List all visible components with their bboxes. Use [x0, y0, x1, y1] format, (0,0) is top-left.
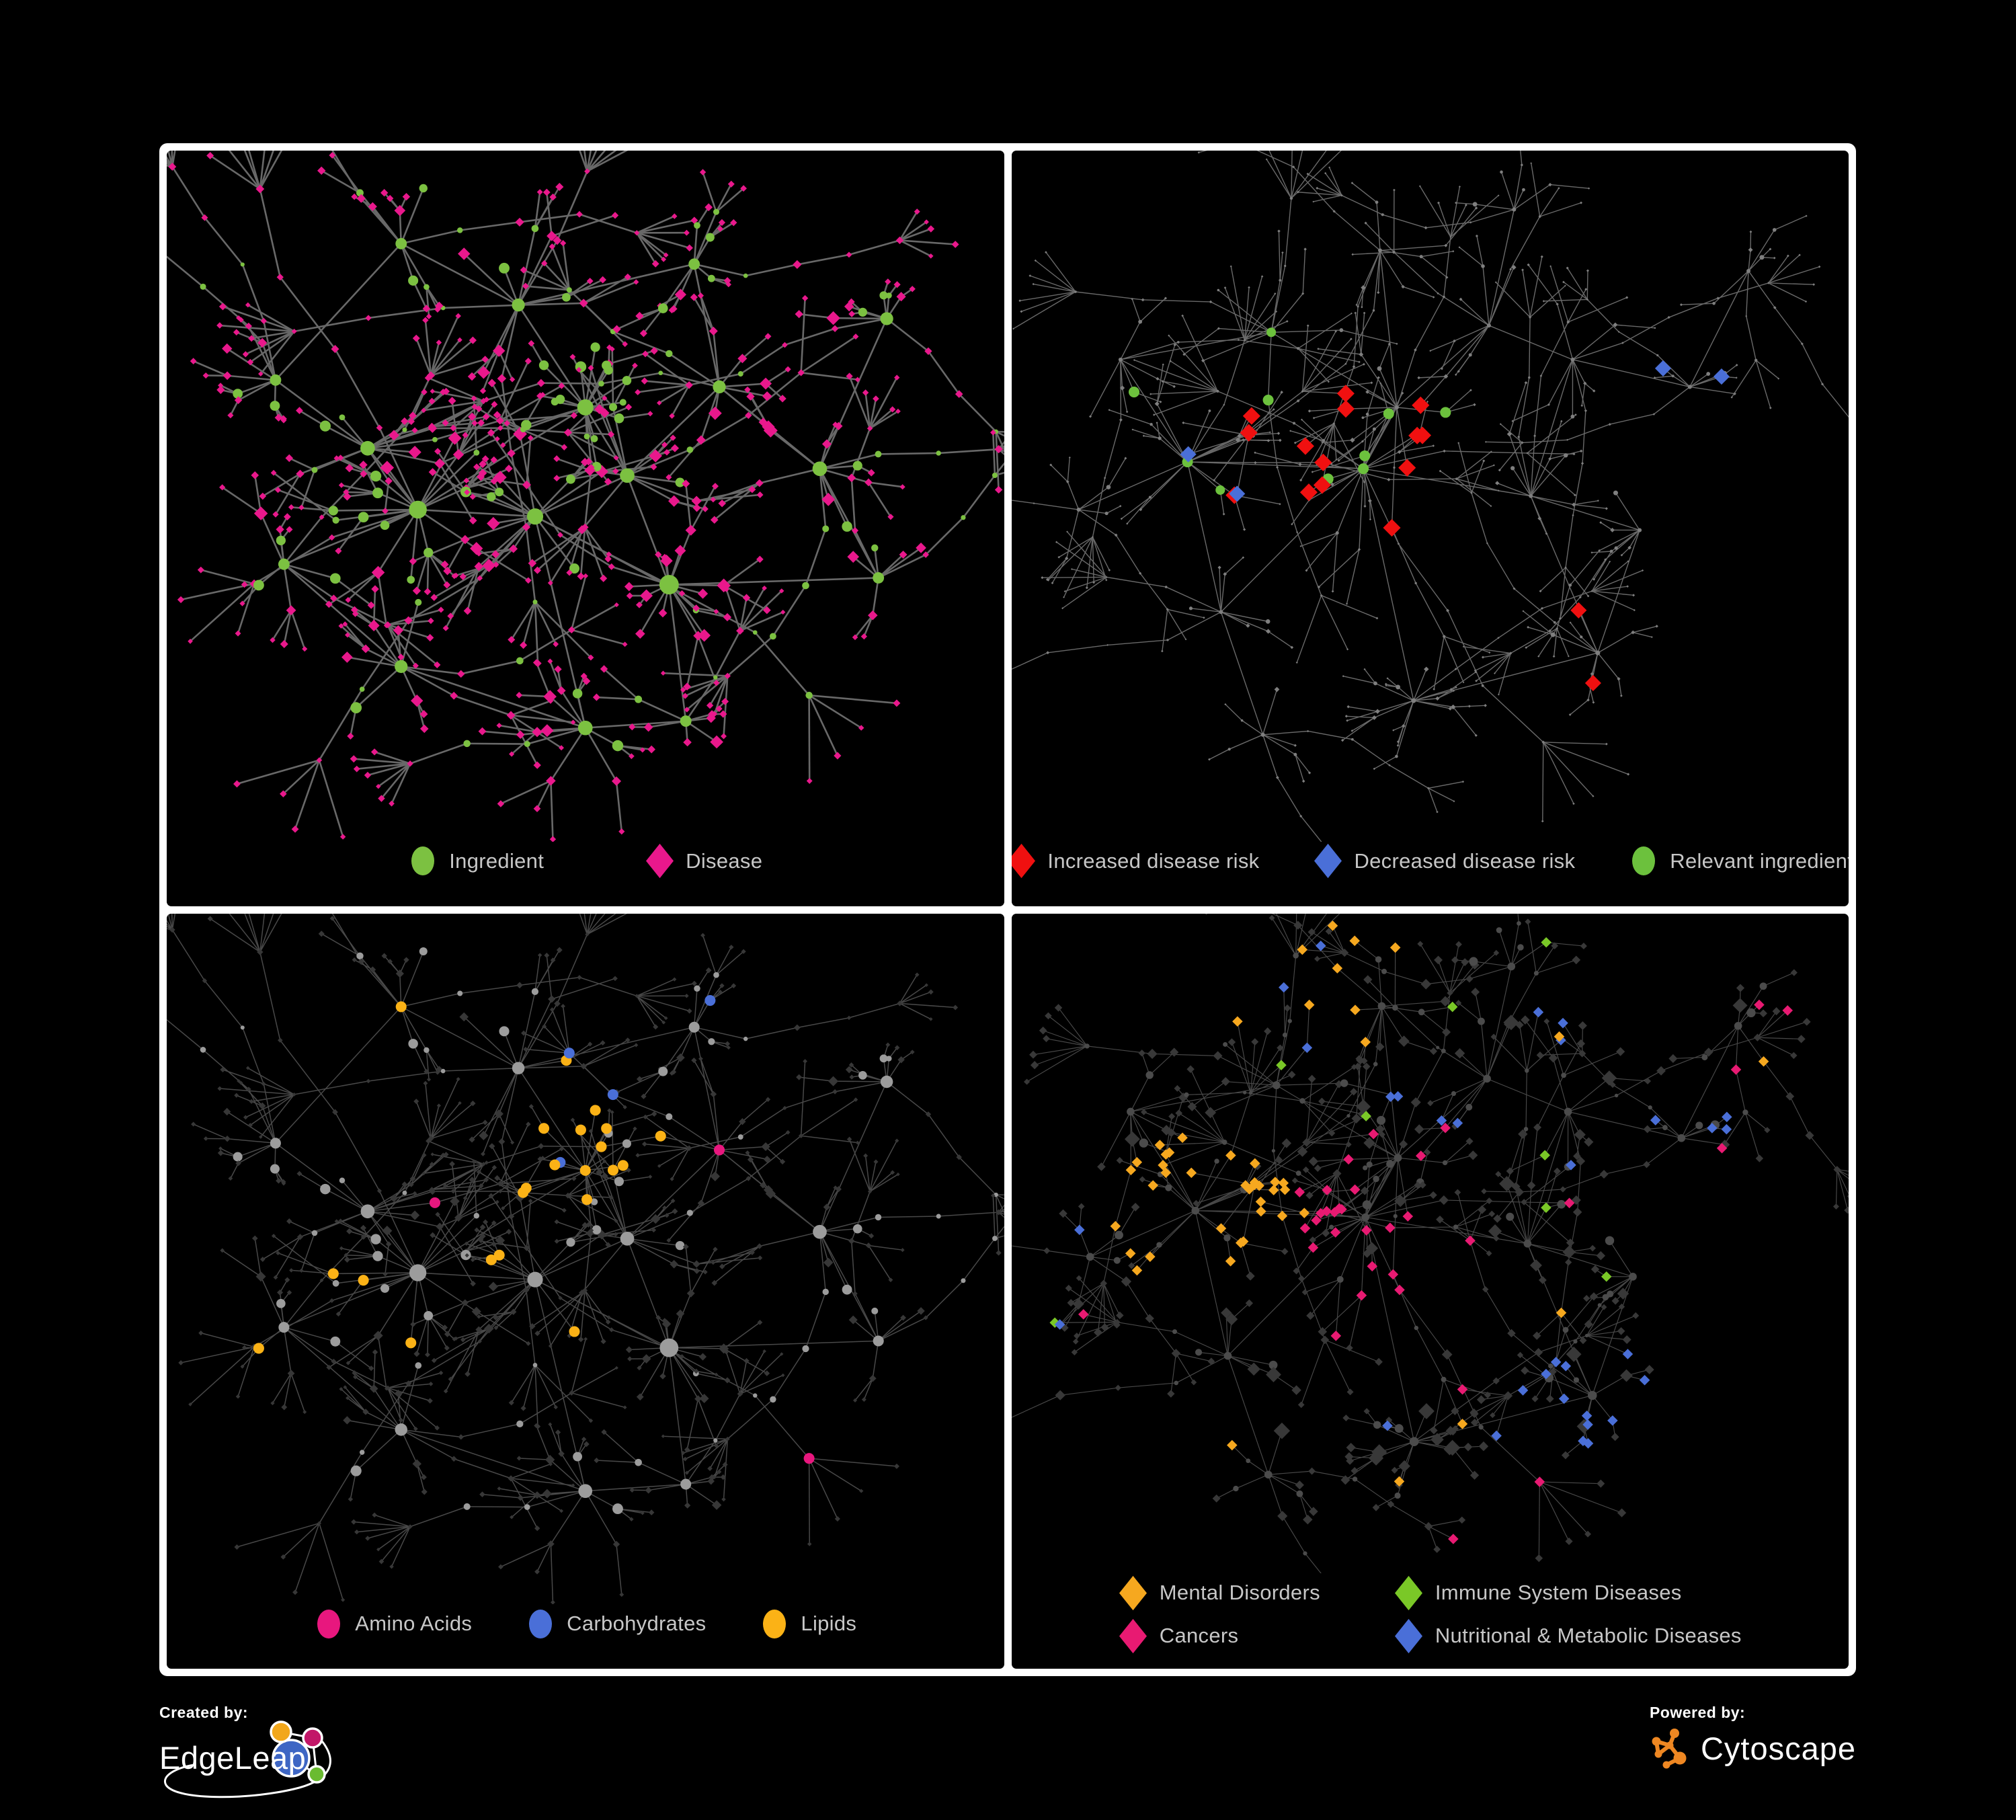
legend-marker-diamond-icon [1011, 843, 1037, 879]
legend-item: Ingredient [408, 846, 544, 877]
legend-marker-circle-icon [314, 1608, 344, 1639]
created-by-label: Created by: [159, 1704, 249, 1721]
edgeleap-logo-icon [163, 1720, 331, 1798]
panel-disease-category-network: Mental Disorders Immune System Diseases Ca… [1011, 913, 1849, 1669]
legend-item: Decreased disease risk [1313, 843, 1576, 879]
legend-marker-circle-icon [760, 1608, 789, 1639]
panel-disease-risk-network: Increased disease risk Decreased disease … [1011, 151, 1849, 906]
legend-label: Immune System Diseases [1435, 1581, 1682, 1604]
legend-item: Immune System Diseases [1394, 1575, 1742, 1610]
legend-item: Mental Disorders [1119, 1575, 1320, 1610]
legend-item: Disease [645, 843, 763, 879]
legend-disease-risk: Increased disease risk Decreased disease … [1011, 842, 1849, 906]
legend-label: Carbohydrates [567, 1612, 707, 1635]
legend-label: Ingredient [449, 848, 545, 873]
legend-item: Relevant ingredient [1629, 846, 1849, 877]
panel-grid: Ingredient Disease Increased disease risk… [159, 143, 1856, 1676]
legend-marker-diamond-icon [1394, 1618, 1424, 1653]
legend-marker-diamond-icon [1313, 843, 1342, 879]
panel-ingredient-class-network: Amino Acids Carbohydrates Lipids [167, 913, 1004, 1669]
legend-label: Decreased disease risk [1354, 848, 1576, 873]
legend-label: Cancers [1159, 1624, 1239, 1647]
edgeleap-credit: Created by: EdgeLeap [159, 1704, 361, 1805]
network-graph-ingredient-classes [167, 913, 1004, 1604]
network-graph-disease-risk [1011, 151, 1849, 842]
legend-label: Relevant ingredient [1670, 848, 1849, 873]
cytoscape-logo-text: Cytoscape [1700, 1730, 1856, 1766]
network-graph-disease-categories [1011, 913, 1849, 1573]
legend-ingredient-classes: Amino Acids Carbohydrates Lipids [167, 1604, 1004, 1669]
legend-marker-diamond-icon [1119, 1618, 1148, 1653]
edgeleap-logo: EdgeLeap [159, 1720, 361, 1805]
legend-label: Increased disease risk [1047, 848, 1260, 873]
legend-ingredient-disease: Ingredient Disease [167, 842, 1004, 906]
legend-marker-circle-icon [1629, 846, 1658, 877]
powered-by-label: Powered by: [1649, 1704, 1746, 1721]
legend-item: Nutritional & Metabolic Diseases [1394, 1618, 1742, 1653]
legend-item: Increased disease risk [1011, 843, 1260, 879]
legend-label: Amino Acids [355, 1612, 473, 1635]
edgeleap-logo-text: EdgeLeap [159, 1740, 307, 1776]
legend-label: Nutritional & Metabolic Diseases [1435, 1624, 1742, 1647]
cytoscape-logo-icon [1652, 1729, 1687, 1769]
legend-label: Lipids [801, 1612, 857, 1635]
legend-item: Cancers [1119, 1618, 1320, 1653]
legend-marker-diamond-icon [645, 843, 674, 879]
legend-item: Carbohydrates [526, 1608, 706, 1639]
legend-label: Mental Disorders [1159, 1581, 1320, 1604]
legend-marker-circle-icon [408, 846, 438, 877]
legend-disease-categories: Mental Disorders Immune System Diseases Ca… [1012, 1573, 1849, 1669]
legend-marker-diamond-icon [1119, 1575, 1148, 1610]
legend-marker-diamond-icon [1394, 1575, 1424, 1610]
footer: Created by: EdgeLeap Powered by: [0, 1694, 2016, 1820]
legend-item: Amino Acids [314, 1608, 472, 1639]
legend-label: Disease [686, 848, 763, 873]
legend-marker-circle-icon [526, 1608, 555, 1639]
legend-item: Lipids [760, 1608, 856, 1639]
network-graph-ingredient-disease [167, 151, 1004, 842]
cytoscape-credit: Powered by: [1650, 1704, 1856, 1770]
panel-ingredient-disease-network: Ingredient Disease [167, 151, 1004, 906]
